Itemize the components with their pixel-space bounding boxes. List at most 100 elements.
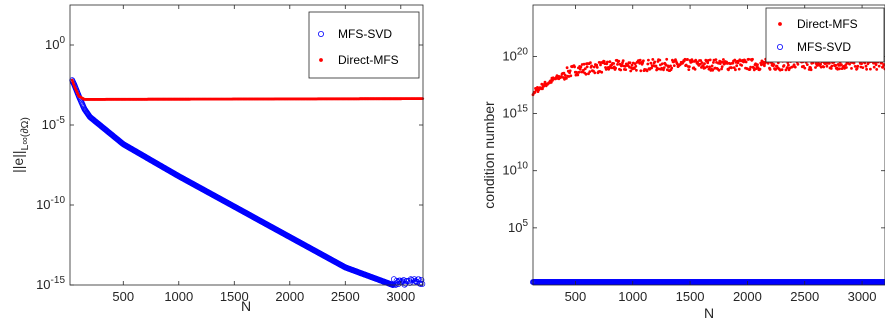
right-point-direct-mfs: [780, 68, 784, 71]
right-point-direct-mfs: [600, 70, 604, 74]
right-point-direct-mfs: [731, 61, 735, 65]
right-point-direct-mfs: [708, 65, 711, 69]
right-point-direct-mfs: [650, 66, 653, 70]
right-point-direct-mfs: [869, 67, 872, 71]
right-point-direct-mfs: [703, 62, 706, 66]
left-point-mfs-svd: [419, 280, 426, 287]
right-point-direct-mfs: [606, 60, 609, 64]
right-ytick-label: 105: [508, 218, 528, 235]
right-point-direct-mfs: [840, 67, 844, 70]
right-point-direct-mfs: [874, 63, 878, 66]
right-legend-label-direct-mfs: Direct-MFS: [797, 17, 858, 31]
right-point-direct-mfs: [587, 72, 590, 76]
right-point-direct-mfs: [840, 63, 843, 66]
right-point-direct-mfs: [853, 65, 857, 68]
right-point-direct-mfs: [819, 62, 822, 66]
left-chart-ylabel: ||e||L∞(∂Ω): [10, 117, 31, 173]
right-point-direct-mfs: [766, 61, 770, 65]
right-point-direct-mfs: [830, 64, 834, 68]
right-point-direct-mfs: [834, 63, 838, 67]
right-ytick-label: 1015: [502, 104, 528, 121]
left-chart-data-points: [69, 77, 426, 288]
right-point-direct-mfs: [700, 61, 704, 64]
right-point-direct-mfs: [670, 66, 674, 70]
right-point-direct-mfs: [654, 64, 658, 68]
right-point-direct-mfs: [599, 63, 602, 67]
right-point-direct-mfs: [829, 67, 833, 70]
right-ytick-label: 1010: [502, 161, 528, 178]
right-point-direct-mfs: [576, 73, 580, 77]
left-chart-ylabel-sub: L∞(∂Ω): [19, 117, 31, 150]
right-point-direct-mfs: [717, 68, 721, 72]
right-point-direct-mfs: [861, 66, 865, 69]
right-point-direct-mfs: [809, 68, 813, 72]
right-point-direct-mfs: [645, 69, 649, 73]
right-point-direct-mfs: [845, 66, 848, 69]
right-point-direct-mfs: [590, 64, 593, 68]
right-point-direct-mfs: [686, 58, 689, 61]
right-point-direct-mfs: [784, 68, 788, 72]
right-point-direct-mfs: [838, 67, 841, 71]
right-point-direct-mfs: [693, 67, 697, 71]
right-point-direct-mfs: [563, 73, 567, 77]
right-point-direct-mfs: [578, 67, 582, 71]
right-point-direct-mfs: [533, 91, 537, 94]
right-point-direct-mfs: [803, 66, 807, 70]
right-point-direct-mfs: [793, 65, 797, 69]
right-point-direct-mfs: [768, 68, 772, 71]
left-chart-axes-box: [69, 4, 424, 286]
right-point-direct-mfs: [877, 64, 881, 68]
right-legend-box: [765, 7, 885, 63]
left-legend-marker-direct-mfs: [319, 58, 323, 62]
right-point-direct-mfs: [872, 65, 876, 69]
right-point-direct-mfs: [672, 64, 676, 67]
right-point-direct-mfs: [589, 61, 592, 65]
right-xtick-label: 500: [565, 289, 587, 304]
right-point-direct-mfs: [562, 71, 566, 75]
right-point-direct-mfs: [669, 64, 672, 68]
right-point-direct-mfs: [720, 67, 723, 71]
left-xtick-label: 500: [112, 289, 134, 304]
right-point-direct-mfs: [662, 66, 666, 69]
right-point-direct-mfs: [537, 88, 541, 92]
right-point-direct-mfs: [763, 64, 766, 68]
right-chart-ticks: 500 1000 1500 2000 2500 3000 1020 1015 1010 105: [502, 5, 885, 304]
right-point-direct-mfs: [624, 68, 628, 71]
right-chart-data-points: [530, 56, 885, 286]
right-point-direct-mfs: [593, 71, 597, 75]
right-xtick-label: 2000: [733, 289, 762, 304]
right-legend-marker-mfs-svd: [777, 44, 784, 51]
left-ytick-label: 10-10: [36, 195, 65, 212]
left-ytick-label: 10-15: [36, 275, 65, 292]
right-point-direct-mfs: [634, 64, 638, 68]
right-chart-ylabel: condition number: [481, 101, 497, 209]
right-xtick-label: 1000: [618, 289, 647, 304]
right-point-direct-mfs: [639, 69, 643, 73]
right-point-direct-mfs: [855, 67, 859, 70]
right-point-direct-mfs: [698, 62, 702, 66]
right-point-direct-mfs: [699, 59, 703, 62]
right-point-direct-mfs: [749, 65, 752, 69]
right-point-direct-mfs: [708, 58, 712, 62]
right-point-direct-mfs: [540, 82, 544, 86]
right-point-direct-mfs: [822, 65, 826, 69]
right-point-direct-mfs: [642, 59, 645, 63]
right-point-direct-mfs: [582, 68, 585, 72]
right-point-direct-mfs: [772, 63, 776, 66]
right-point-direct-mfs: [864, 64, 868, 68]
right-point-direct-mfs: [737, 67, 741, 71]
right-point-direct-mfs: [569, 74, 573, 78]
right-point-direct-mfs: [617, 59, 621, 63]
right-point-direct-mfs: [662, 68, 665, 72]
right-xtick-label: 3000: [848, 289, 877, 304]
right-point-direct-mfs: [630, 63, 634, 67]
left-ytick-label: 100: [45, 35, 65, 52]
right-point-direct-mfs: [658, 58, 662, 62]
left-legend-box: [308, 11, 420, 79]
right-point-direct-mfs: [688, 65, 691, 68]
right-legend-label-mfs-svd: MFS-SVD: [797, 40, 851, 54]
right-point-direct-mfs: [608, 60, 612, 64]
right-point-direct-mfs: [751, 57, 754, 61]
right-point-direct-mfs: [616, 63, 619, 66]
right-point-direct-mfs: [649, 61, 653, 65]
